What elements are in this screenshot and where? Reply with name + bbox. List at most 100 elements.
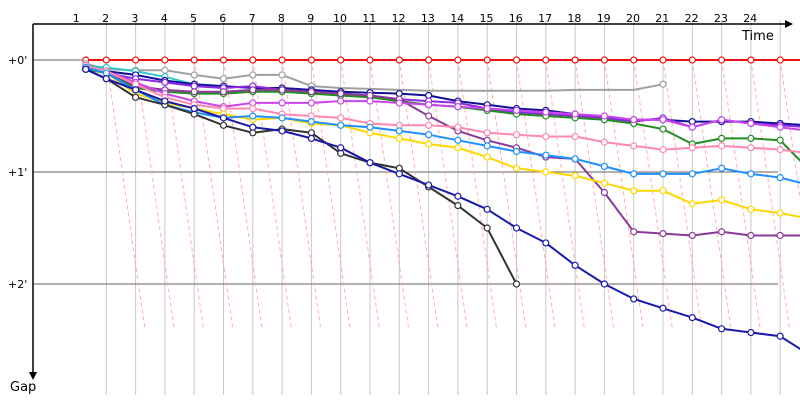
series-point [659, 146, 667, 154]
series-point [571, 261, 579, 269]
annotation-line [662, 59, 703, 331]
series-point [747, 170, 755, 178]
x-tick-label: 12 [392, 12, 406, 25]
annotation-line [369, 59, 410, 331]
series-point [132, 56, 140, 64]
series-point [425, 181, 433, 189]
series-point [219, 56, 228, 64]
series-point [307, 99, 315, 107]
series-point [542, 108, 550, 116]
series-point [659, 230, 667, 238]
series-point [600, 188, 609, 197]
x-tick-label: 11 [362, 12, 376, 25]
annotation-line [135, 59, 175, 331]
series-point [454, 144, 462, 152]
series-point [366, 123, 374, 131]
series-point [337, 144, 345, 152]
series-point [102, 56, 110, 64]
y-tick-label: +0' [8, 54, 27, 67]
series-point [425, 121, 433, 129]
series-point [395, 99, 403, 107]
series-point [454, 192, 462, 200]
series-point [747, 231, 755, 240]
series-point [132, 93, 140, 101]
series-point [600, 179, 609, 187]
series-line [85, 66, 800, 184]
series-point [307, 117, 315, 126]
series-point [542, 239, 550, 247]
series-point [659, 304, 667, 312]
series-layer [82, 56, 800, 351]
series-point [190, 56, 198, 64]
annotation-line [457, 59, 498, 331]
x-tick-label: 14 [450, 12, 464, 25]
x-tick-label: 13 [421, 12, 435, 25]
series-point [395, 56, 403, 64]
series-point [717, 142, 726, 150]
series-point [659, 170, 667, 178]
tick-labels: 1 2 3 4 5 6 7 8 9 10 11 12 13 14 15 16 17 18 19 20 21 22 23 24+… [8, 12, 757, 291]
series-point [278, 71, 286, 79]
series-point [717, 164, 726, 172]
series-point [454, 56, 462, 64]
series-point [776, 56, 784, 64]
series-point [776, 209, 784, 217]
annotation-line [545, 59, 586, 331]
series-point [717, 196, 726, 204]
annotation-line [691, 59, 732, 331]
series-point [688, 200, 696, 208]
series-point [337, 56, 345, 64]
series-point [688, 314, 696, 322]
series-point [542, 168, 550, 176]
annotation-line [193, 59, 234, 331]
y-tick-label: +1' [8, 166, 27, 179]
series-line [85, 64, 800, 131]
series-point [161, 66, 169, 74]
series-point [571, 56, 579, 64]
series-point [630, 187, 638, 195]
series-point [512, 56, 521, 64]
series-point [249, 123, 257, 131]
y-tick-label: +2' [8, 278, 27, 291]
series-point [571, 132, 579, 141]
annotation-line [340, 59, 380, 331]
series-point [337, 89, 345, 98]
series-point [776, 174, 784, 182]
series-point [278, 114, 286, 122]
series-point [249, 86, 257, 94]
series-point [688, 170, 696, 178]
series-point [512, 224, 521, 232]
x-tick-label: 16 [509, 12, 523, 25]
series-point [512, 164, 521, 172]
annotation-line [398, 59, 439, 331]
series-point [425, 101, 433, 109]
series-point [249, 71, 257, 79]
series-point [249, 56, 257, 64]
x-axis-arrow [785, 20, 793, 28]
series-point [249, 112, 257, 120]
series-point [512, 147, 521, 156]
series-point [219, 114, 228, 122]
series-point [278, 86, 286, 94]
series-line [85, 66, 800, 237]
series-point [542, 56, 550, 64]
series-point [483, 142, 491, 150]
series-point [659, 80, 667, 88]
series-point [425, 140, 433, 148]
series-point [278, 56, 286, 64]
annotation-line [603, 59, 644, 331]
series-point [395, 170, 403, 178]
series-point [483, 153, 491, 161]
series-point [132, 86, 140, 94]
series-point [512, 280, 521, 288]
x-tick-label: 6 [219, 12, 226, 25]
x-tick-label: 17 [538, 12, 552, 25]
series-point [571, 172, 579, 180]
annotation-line [281, 59, 322, 331]
series-point [190, 104, 198, 113]
series-point [600, 138, 609, 146]
x-axis-title: Time [741, 29, 774, 44]
x-tick-label: 2 [102, 12, 109, 25]
series-point [454, 136, 462, 144]
